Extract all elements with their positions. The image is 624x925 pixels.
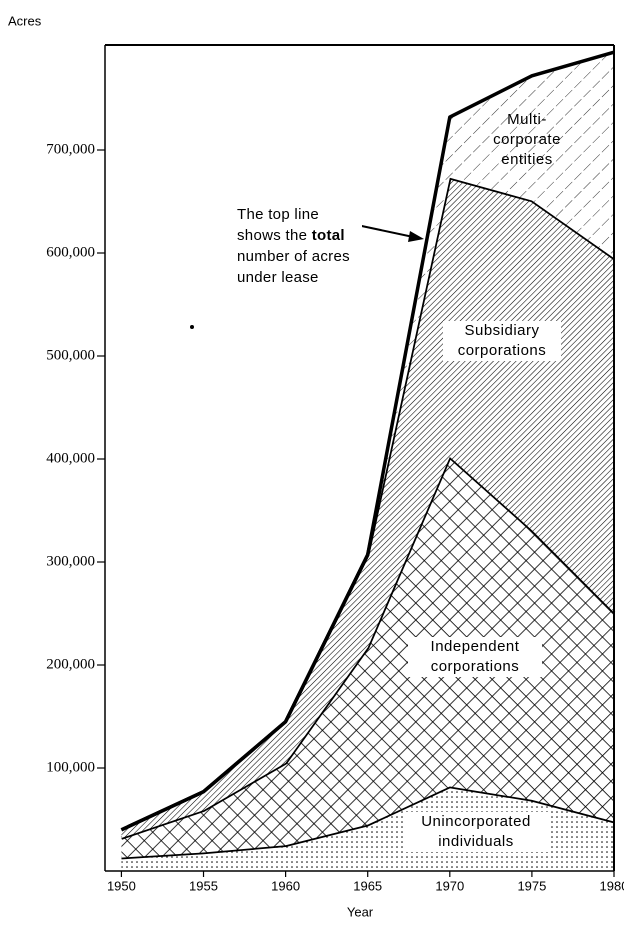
- x-tick-label: 1965: [353, 878, 382, 893]
- y-tick-label: 600,000: [46, 244, 95, 260]
- area: [121, 456, 614, 858]
- annotation: The top line shows the total number of a…: [237, 204, 362, 288]
- series-label: Subsidiary corporations: [443, 321, 561, 361]
- annotation-text: The top line shows the: [237, 206, 319, 244]
- annotation-text: number of acres under lease: [237, 248, 350, 286]
- annotation-bold: total: [311, 227, 345, 244]
- x-axis-label: Year: [347, 904, 374, 919]
- annotation-arrow: [356, 224, 419, 239]
- y-axis-label: Acres: [8, 13, 42, 28]
- y-tick-label: 300,000: [46, 553, 95, 569]
- x-tick-label: 1960: [271, 878, 300, 893]
- y-tick-label: 400,000: [46, 450, 95, 466]
- area: [121, 52, 614, 830]
- x-tick-label: 1975: [517, 878, 546, 893]
- series-label: Independent corporations: [408, 637, 542, 677]
- y-tick-label: 500,000: [46, 347, 95, 363]
- series-label: Unincorporated individuals: [403, 812, 549, 852]
- x-tick-label: 1970: [435, 878, 464, 893]
- x-tick-label: 1980: [600, 878, 624, 893]
- y-tick-label: 700,000: [46, 141, 95, 157]
- series-label: Multi-corporate entities: [493, 111, 561, 168]
- annotation-arrowhead: [408, 231, 424, 242]
- y-tick-label: 200,000: [46, 656, 95, 672]
- dot: [190, 325, 194, 329]
- x-tick-label: 1950: [107, 878, 136, 893]
- y-tick-label: 100,000: [46, 759, 95, 775]
- x-tick-label: 1955: [189, 878, 218, 893]
- area-top-line: [120, 50, 615, 832]
